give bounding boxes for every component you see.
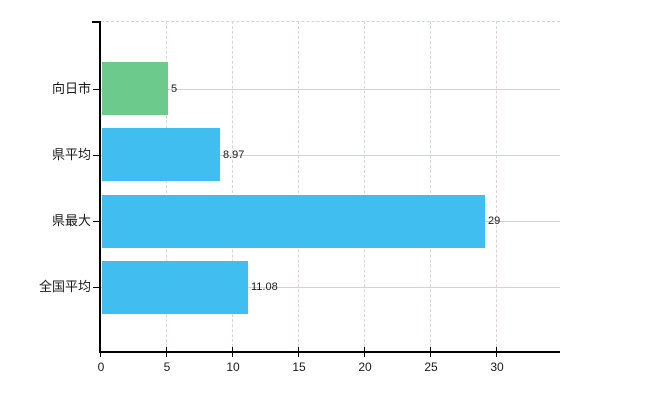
category-label: 全国平均 bbox=[38, 279, 91, 294]
bar-2 bbox=[102, 195, 485, 248]
x-tick-label: 20 bbox=[358, 360, 372, 374]
x-tick-mark bbox=[166, 347, 167, 357]
x-tick-label: 0 bbox=[97, 360, 105, 374]
bar-1 bbox=[102, 128, 220, 181]
category-label: 向日市 bbox=[51, 81, 91, 96]
x-axis-line bbox=[99, 351, 560, 353]
y-tick-mark bbox=[93, 221, 101, 222]
value-label: 8.97 bbox=[223, 149, 245, 161]
x-tick-mark bbox=[496, 347, 497, 357]
gridline-vertical bbox=[430, 21, 431, 352]
gridline-horizontal bbox=[101, 89, 560, 90]
bar-0 bbox=[102, 62, 168, 115]
value-label: 5 bbox=[171, 83, 178, 95]
category-label: 県最大 bbox=[51, 213, 91, 228]
bar-3 bbox=[102, 261, 248, 314]
x-tick-label: 5 bbox=[163, 360, 171, 374]
y-tick-mark bbox=[93, 287, 101, 288]
x-tick-mark bbox=[232, 347, 233, 357]
x-tick-label: 10 bbox=[226, 360, 240, 374]
y-tick-mark bbox=[93, 89, 101, 90]
x-tick-mark bbox=[364, 347, 365, 357]
x-tick-mark bbox=[430, 347, 431, 357]
gridline-horizontal bbox=[101, 155, 560, 156]
x-tick-mark bbox=[100, 347, 101, 357]
gridline-vertical bbox=[232, 21, 233, 352]
x-tick-label: 25 bbox=[424, 360, 438, 374]
value-label: 11.08 bbox=[251, 281, 278, 293]
gridline-horizontal bbox=[101, 287, 560, 288]
plot-top-border bbox=[101, 21, 560, 22]
y-tick-mark bbox=[92, 21, 101, 23]
gridline-vertical bbox=[496, 21, 497, 352]
category-label: 県平均 bbox=[51, 147, 91, 162]
gridline-vertical bbox=[364, 21, 365, 352]
y-tick-mark bbox=[93, 155, 101, 156]
gridline-vertical bbox=[166, 21, 167, 352]
x-tick-label: 30 bbox=[490, 360, 504, 374]
x-tick-mark bbox=[298, 347, 299, 357]
x-tick-label: 15 bbox=[292, 360, 306, 374]
y-axis-line bbox=[99, 21, 101, 353]
gridline-vertical bbox=[298, 21, 299, 352]
value-label: 29 bbox=[488, 215, 501, 227]
